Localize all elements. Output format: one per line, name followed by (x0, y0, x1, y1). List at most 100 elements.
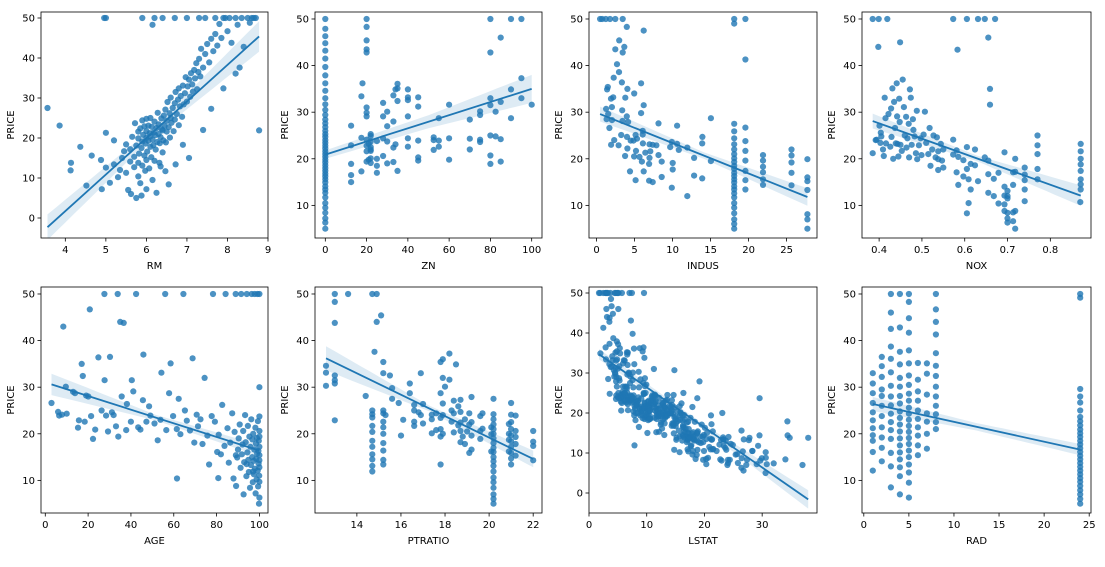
data-point (430, 146, 437, 153)
data-point (887, 435, 895, 442)
data-point (938, 157, 946, 164)
data-point (905, 461, 913, 468)
data-point (197, 73, 204, 80)
data-point (632, 177, 639, 184)
data-point (380, 440, 387, 447)
data-point (887, 463, 895, 470)
data-point (389, 395, 396, 402)
data-point (642, 389, 649, 397)
data-point (684, 193, 691, 200)
y-tick-label: 40 (843, 336, 856, 347)
data-point (635, 384, 643, 391)
data-point (1021, 198, 1028, 205)
data-point (887, 484, 895, 491)
data-point (636, 153, 643, 160)
data-point (256, 127, 263, 134)
data-point (101, 290, 108, 298)
data-point (759, 163, 767, 170)
x-axis-label: NOX (966, 261, 988, 272)
data-point (233, 482, 240, 490)
data-point (986, 101, 994, 108)
data-point (770, 460, 777, 467)
data-point (1001, 149, 1008, 156)
data-point (881, 94, 888, 101)
data-point (369, 437, 376, 444)
data-point (914, 156, 921, 163)
data-point (640, 344, 647, 351)
regression-line (872, 120, 1082, 197)
data-point (918, 152, 925, 159)
data-point (218, 34, 225, 42)
data-point (615, 305, 622, 313)
data-point (613, 61, 621, 68)
data-point (380, 456, 387, 463)
data-point (404, 113, 411, 120)
data-point (430, 134, 437, 141)
data-point (608, 104, 616, 111)
data-point (322, 369, 330, 376)
y-tick-label: 20 (22, 429, 35, 440)
data-point (950, 15, 957, 23)
data-point (331, 380, 338, 387)
data-point (878, 458, 885, 465)
data-point (380, 418, 387, 425)
data-point (191, 439, 198, 446)
data-point (1077, 393, 1084, 400)
data-point (457, 396, 464, 403)
data-point (380, 152, 387, 160)
data-point (905, 347, 913, 354)
data-point (479, 425, 486, 432)
data-point (963, 144, 971, 151)
data-point (619, 107, 626, 114)
data-point (404, 94, 411, 101)
data-point (971, 162, 979, 169)
x-tick-label: 5 (906, 520, 912, 531)
data-point (914, 388, 922, 395)
data-point (240, 491, 247, 498)
data-point (88, 152, 95, 159)
data-point (914, 359, 922, 367)
x-axis-label: LSTAT (688, 536, 718, 547)
data-point (985, 34, 992, 41)
data-point (468, 393, 475, 401)
x-tick-label: 20 (1038, 520, 1051, 531)
data-point (154, 437, 161, 444)
data-point (231, 428, 238, 435)
data-point (367, 155, 374, 162)
data-point (348, 179, 355, 186)
data-point (348, 122, 355, 129)
y-tick-label: 30 (22, 94, 35, 105)
data-point (212, 30, 219, 38)
data-point (322, 209, 329, 216)
data-point (1004, 209, 1011, 216)
x-tick-label: 20 (82, 520, 95, 531)
data-point (208, 105, 215, 112)
data-point (678, 400, 685, 407)
data-point (756, 395, 763, 402)
x-tick-label: 16 (395, 520, 408, 531)
data-point (731, 200, 738, 207)
data-point (900, 104, 908, 111)
data-point (369, 428, 376, 435)
x-axis-label: PTRATIO (408, 536, 450, 547)
data-point (611, 137, 618, 144)
data-point (960, 157, 967, 164)
data-point (955, 181, 962, 188)
data-point (487, 95, 494, 102)
axes-frame (861, 11, 1092, 239)
data-point (1021, 177, 1028, 184)
data-point (610, 74, 617, 81)
data-point (179, 141, 186, 148)
data-point (439, 400, 446, 407)
data-point (175, 395, 182, 402)
data-point (193, 60, 200, 67)
data-point (608, 141, 615, 148)
data-point (887, 343, 895, 350)
data-point (256, 452, 263, 459)
data-point (805, 434, 812, 441)
data-point (738, 427, 745, 434)
data-point (331, 372, 338, 379)
data-point (921, 108, 929, 115)
x-axis-label: RM (147, 261, 163, 272)
data-point (322, 194, 329, 201)
